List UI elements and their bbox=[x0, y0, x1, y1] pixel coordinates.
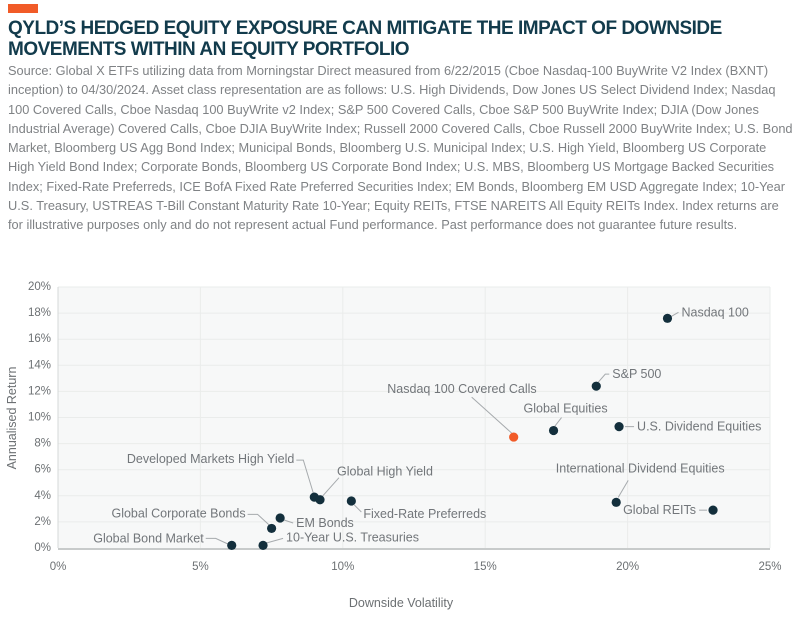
leader-line-em-bonds bbox=[283, 519, 294, 524]
point-label-global-high-yield: Global High Yield bbox=[337, 465, 433, 479]
y-tick-label: 2% bbox=[34, 516, 51, 528]
data-point-s-p-500 bbox=[591, 381, 601, 391]
data-point-fixed-rate-preferreds bbox=[346, 496, 356, 506]
x-tick-label: 15% bbox=[474, 561, 497, 573]
x-tick-label: 10% bbox=[331, 561, 354, 573]
data-point-nasdaq-100-covered-calls bbox=[509, 432, 519, 442]
point-label-nasdaq-100-covered-calls: Nasdaq 100 Covered Calls bbox=[387, 382, 536, 396]
point-label-international-dividend-equities: International Dividend Equities bbox=[556, 461, 725, 475]
point-label-developed-markets-high-yield: Developed Markets High Yield bbox=[127, 452, 294, 466]
point-label-global-corporate-bonds: Global Corporate Bonds bbox=[111, 506, 245, 520]
leader-line-global-corporate-bonds bbox=[247, 513, 270, 526]
leader-line-developed-markets-high-yield bbox=[296, 459, 314, 494]
y-tick-label: 14% bbox=[28, 359, 51, 371]
leader-line-s-p-500 bbox=[597, 373, 610, 383]
point-label-em-bonds: EM Bonds bbox=[296, 516, 354, 530]
y-tick-label: 20% bbox=[28, 281, 51, 293]
leader-line-10-year-u-s-treasuries bbox=[264, 537, 284, 544]
leader-line-global-bond-market bbox=[205, 537, 229, 545]
y-tick-label: 16% bbox=[28, 333, 51, 345]
source-disclosure-text: Source: Global X ETFs utilizing data fro… bbox=[8, 63, 793, 233]
page-title: QYLD’S HEDGED EQUITY EXPOSURE CAN MITIGA… bbox=[8, 18, 722, 60]
x-tick-label: 5% bbox=[192, 561, 209, 573]
data-point-nasdaq-100 bbox=[662, 313, 673, 323]
point-label-s-p-500: S&P 500 bbox=[612, 367, 661, 381]
x-tick-label: 0% bbox=[50, 561, 67, 573]
data-point-global-bond-market bbox=[227, 540, 237, 550]
point-label-nasdaq-100: Nasdaq 100 bbox=[681, 305, 748, 319]
point-label-global-reits: Global REITs bbox=[623, 503, 696, 517]
data-point-u-s-dividend-equities bbox=[614, 422, 624, 432]
point-label-10-year-u-s-treasuries: 10-Year U.S. Treasuries bbox=[286, 530, 419, 544]
point-label-u-s-dividend-equities: U.S. Dividend Equities bbox=[637, 420, 761, 434]
y-tick-label: 12% bbox=[28, 385, 51, 397]
y-tick-label: 4% bbox=[34, 490, 51, 502]
y-tick-label: 6% bbox=[34, 464, 51, 476]
leader-line-global-high-yield bbox=[321, 477, 340, 498]
scatter-chart: 0% 2% 4% 6% 8% 10% 12% 14% 16% 18% 20% 0% 5% 10% 15% 20… bbox=[5, 281, 782, 610]
point-label-global-bond-market: Global Bond Market bbox=[93, 531, 204, 545]
leader-line-nasdaq-100-covered-calls bbox=[471, 396, 513, 434]
data-point-global-high-yield bbox=[315, 495, 325, 505]
y-tick-label: 8% bbox=[34, 438, 51, 450]
y-tick-label: 0% bbox=[34, 542, 51, 554]
point-label-global-equities: Global Equities bbox=[524, 402, 608, 416]
data-point-global-corporate-bonds bbox=[267, 523, 277, 534]
leader-line-nasdaq-100 bbox=[671, 311, 679, 317]
x-tick-label: 25% bbox=[758, 561, 781, 573]
x-tick-label: 20% bbox=[616, 561, 639, 573]
leader-line-international-dividend-equities bbox=[617, 480, 629, 498]
y-tick-label: 18% bbox=[28, 307, 51, 319]
brand-accent-bar bbox=[8, 4, 38, 13]
leader-line-global-equities bbox=[554, 417, 562, 427]
data-point-em-bonds bbox=[275, 513, 285, 523]
data-point-global-reits bbox=[708, 505, 718, 515]
data-point-international-dividend-equities bbox=[611, 497, 621, 507]
point-label-fixed-rate-preferreds: Fixed-Rate Preferreds bbox=[363, 507, 486, 521]
y-tick-label: 10% bbox=[28, 412, 51, 424]
data-point-global-equities bbox=[548, 425, 559, 436]
y-axis-title: Annualised Return bbox=[5, 367, 19, 470]
x-axis-title: Downside Volatility bbox=[349, 596, 454, 610]
data-point-10-year-u-s-treasuries bbox=[258, 540, 268, 550]
leader-line-fixed-rate-preferreds bbox=[353, 504, 362, 513]
